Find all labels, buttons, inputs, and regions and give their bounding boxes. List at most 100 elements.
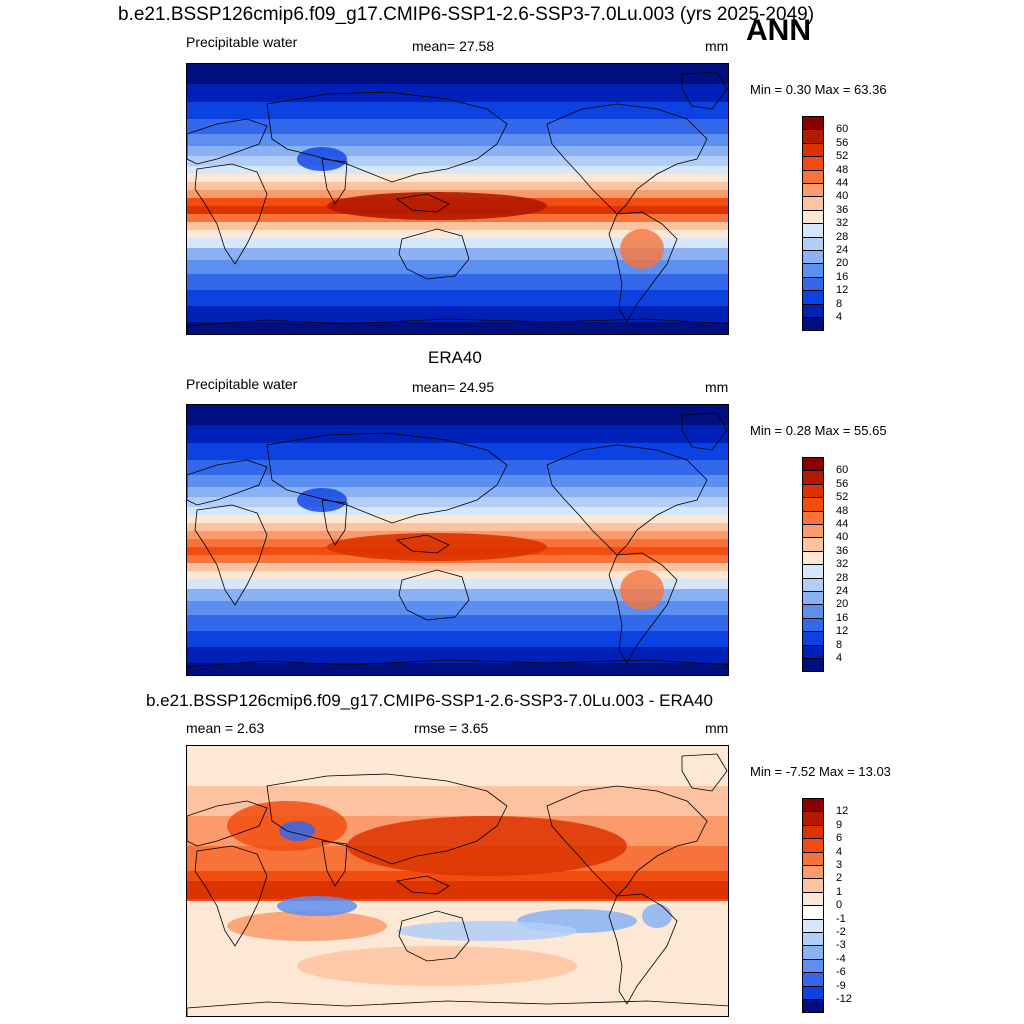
colorbar-label: 32 bbox=[836, 217, 849, 230]
colorbar-label: 4 bbox=[836, 845, 843, 858]
colorbar-label: 20 bbox=[836, 257, 849, 270]
colorbar-label: 52 bbox=[836, 150, 849, 163]
colorbar-label: 20 bbox=[836, 598, 849, 611]
colorbar-swatch bbox=[802, 838, 824, 853]
map-canvas bbox=[187, 405, 728, 675]
mean-label: mean = 2.63 bbox=[186, 720, 265, 736]
map-diff bbox=[186, 745, 729, 1017]
colorbar-swatch bbox=[802, 209, 824, 225]
colorbar-label: -6 bbox=[836, 966, 846, 979]
colorbar-label: 3 bbox=[836, 859, 843, 871]
variable-label: Precipitable water bbox=[186, 376, 298, 392]
colorbar-swatch bbox=[802, 617, 824, 633]
colorbar-label: 52 bbox=[836, 491, 849, 504]
colorbar-label: -9 bbox=[836, 979, 846, 992]
map-obs bbox=[186, 404, 729, 676]
variable-label: Precipitable water bbox=[186, 34, 298, 50]
colorbar-swatch bbox=[802, 577, 824, 592]
colorbar-label: -2 bbox=[836, 926, 846, 938]
colorbar-label: 48 bbox=[836, 163, 849, 176]
colorbar-swatch bbox=[802, 196, 824, 211]
colorbar-swatch bbox=[802, 169, 824, 184]
units-label: mm bbox=[705, 379, 729, 395]
colorbar-swatch bbox=[802, 317, 824, 332]
colorbar-label: 40 bbox=[836, 531, 849, 544]
colorbar-label: 12 bbox=[836, 625, 849, 638]
colorbar-swatch bbox=[802, 631, 824, 646]
colorbar-label: -1 bbox=[836, 912, 846, 925]
units-label: mm bbox=[705, 720, 729, 736]
colorbar-swatch bbox=[802, 537, 824, 552]
colorbar-label: 0 bbox=[836, 899, 843, 912]
colorbar-label: 28 bbox=[836, 230, 849, 243]
colorbar-swatch bbox=[802, 156, 824, 171]
minmax-label: Min = 0.28 Max = 55.65 bbox=[750, 423, 887, 438]
mean-label: mean= 24.95 bbox=[412, 379, 495, 395]
colorbar-swatch bbox=[802, 303, 824, 318]
mean-label: mean= 27.58 bbox=[412, 38, 495, 54]
colorbar-swatch bbox=[802, 851, 824, 866]
colorbar-label: 40 bbox=[836, 190, 849, 203]
colorbar-label: 56 bbox=[836, 477, 849, 490]
colorbar-swatch bbox=[802, 263, 824, 278]
panel-title: ERA40 bbox=[428, 348, 482, 367]
colorbar-label: 24 bbox=[836, 244, 849, 256]
colorbar-swatch bbox=[802, 236, 824, 251]
colorbar-swatch bbox=[802, 891, 824, 907]
colorbar-label: 4 bbox=[836, 652, 843, 664]
map-canvas bbox=[187, 746, 728, 1016]
colorbar-label: 28 bbox=[836, 571, 849, 584]
colorbar-label: -4 bbox=[836, 952, 846, 965]
colorbar-label: 16 bbox=[836, 270, 849, 283]
colorbar-swatch bbox=[802, 116, 824, 131]
colorbar-swatch bbox=[802, 591, 824, 606]
colorbar-swatch bbox=[802, 798, 824, 813]
colorbar-label: -3 bbox=[836, 939, 846, 952]
colorbar-swatch bbox=[802, 905, 824, 920]
colorbar-label: 12 bbox=[836, 284, 849, 297]
colorbar-swatch bbox=[802, 483, 824, 499]
colorbar-swatch bbox=[802, 824, 824, 840]
colorbar-swatch bbox=[802, 564, 824, 579]
colorbar-label: 24 bbox=[836, 585, 849, 597]
colorbar-swatch bbox=[802, 276, 824, 292]
units-label: mm bbox=[705, 38, 729, 54]
colorbar-label: 60 bbox=[836, 123, 849, 136]
colorbar-label: 6 bbox=[836, 832, 843, 845]
colorbar-label: 44 bbox=[836, 177, 849, 189]
colorbar-swatch bbox=[802, 945, 824, 960]
colorbar-swatch bbox=[802, 932, 824, 947]
colorbar-label: 16 bbox=[836, 611, 849, 624]
colorbar-swatch bbox=[802, 510, 824, 525]
colorbar-swatch bbox=[802, 497, 824, 512]
colorbar-label: 48 bbox=[836, 504, 849, 517]
minmax-label: Min = -7.52 Max = 13.03 bbox=[750, 764, 891, 779]
colorbar-swatch bbox=[802, 658, 824, 673]
colorbar-label: 2 bbox=[836, 872, 843, 885]
map-model bbox=[186, 63, 729, 335]
colorbar-swatch bbox=[802, 972, 824, 987]
colorbar-swatch bbox=[802, 644, 824, 659]
colorbar-swatch bbox=[802, 550, 824, 566]
colorbar-label: 56 bbox=[836, 136, 849, 149]
colorbar-swatch bbox=[802, 811, 824, 826]
figure-title: b.e21.BSSP126cmip6.f09_g17.CMIP6-SSP1-2.… bbox=[118, 4, 815, 25]
colorbar-swatch bbox=[802, 142, 824, 158]
colorbar-swatch bbox=[802, 183, 824, 198]
panel-title: b.e21.BSSP126cmip6.f09_g17.CMIP6-SSP1-2.… bbox=[146, 691, 714, 710]
colorbar-swatch bbox=[802, 223, 824, 238]
map-canvas bbox=[187, 64, 728, 334]
colorbar-swatch bbox=[802, 999, 824, 1014]
colorbar-label: 12 bbox=[836, 805, 849, 818]
colorbar-label: 32 bbox=[836, 558, 849, 571]
colorbar-label: 4 bbox=[836, 311, 843, 323]
colorbar-swatch bbox=[802, 524, 824, 539]
colorbar-label: 44 bbox=[836, 518, 849, 530]
colorbar-swatch bbox=[802, 958, 824, 974]
colorbar-label: 9 bbox=[836, 818, 843, 831]
colorbar-swatch bbox=[802, 918, 824, 933]
colorbar-label: 1 bbox=[836, 885, 843, 898]
colorbar-swatch bbox=[802, 985, 824, 1000]
season-label: ANN bbox=[746, 14, 811, 47]
colorbar-swatch bbox=[802, 129, 824, 144]
